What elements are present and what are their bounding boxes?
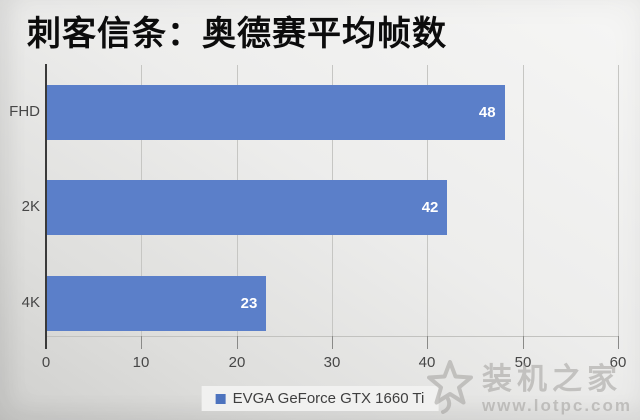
gridline	[618, 65, 619, 336]
x-tick	[427, 336, 428, 349]
y-axis-label-fhd: FHD	[9, 103, 40, 120]
watermark-text: 装机之家 www.lotpc.com	[481, 363, 632, 416]
watermark-site-url: www.lotpc.com	[481, 395, 632, 415]
bar-2k: 42	[47, 180, 448, 235]
x-tick-label: 10	[132, 354, 150, 371]
chart-title: 刺客信条：奥德赛平均帧数	[27, 15, 447, 53]
bar-fhd: 48	[47, 85, 505, 140]
bar-value-label: 23	[240, 295, 258, 312]
y-axis-label-2k: 2K	[21, 198, 40, 215]
bar-4k: 23	[47, 276, 267, 331]
legend: EVGA GeForce GTX 1660 Ti	[201, 386, 439, 411]
x-tick	[237, 336, 238, 349]
legend-swatch-icon	[215, 393, 226, 404]
x-tick-label: 20	[228, 354, 246, 371]
x-tick-label: 40	[418, 354, 436, 371]
x-tick-label: 50	[514, 354, 532, 371]
legend-series-label: EVGA GeForce GTX 1660 Ti	[232, 390, 425, 407]
bar-value-label: 42	[421, 199, 439, 216]
bar-value-label: 48	[478, 104, 496, 121]
x-tick	[523, 336, 524, 349]
x-tick	[332, 336, 333, 349]
x-tick-label: 60	[609, 354, 627, 371]
x-tick-label: 30	[323, 354, 341, 371]
gridline	[523, 65, 524, 336]
x-tick	[618, 336, 619, 349]
y-axis-label-4k: 4K	[21, 294, 40, 311]
x-tick-label: 0	[41, 354, 51, 371]
x-tick	[141, 336, 142, 349]
y-axis-line	[45, 64, 47, 349]
